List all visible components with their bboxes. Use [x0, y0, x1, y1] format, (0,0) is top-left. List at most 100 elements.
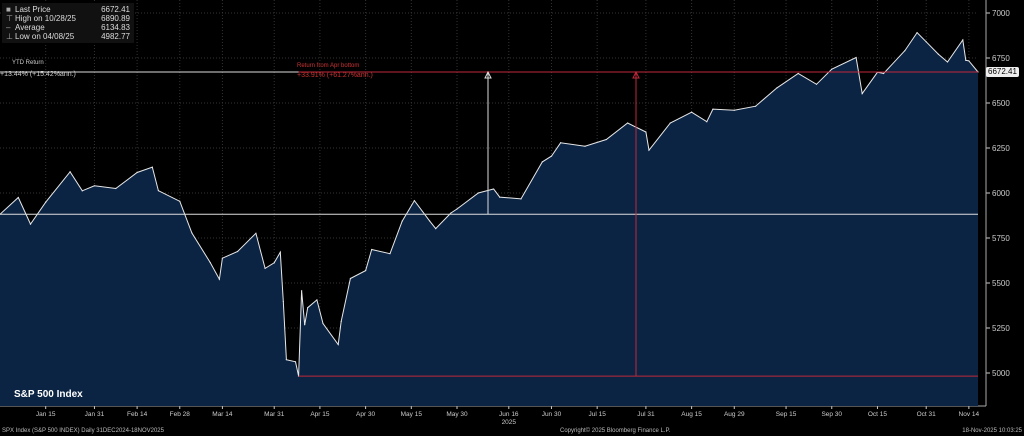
legend-low: ⊥ Low on 04/08/25 4982.77	[6, 32, 130, 41]
legend-value: 6890.89	[101, 14, 130, 23]
price-point	[733, 109, 735, 111]
ytd-label: YTD Return	[12, 60, 44, 66]
price-area	[0, 32, 978, 406]
price-point	[916, 32, 918, 34]
x-tick-label: Aug 15	[681, 411, 702, 418]
x-tick-label: Jul 31	[637, 411, 655, 418]
price-point	[307, 307, 309, 309]
legend-high: ⊤ High on 10/28/25 6890.89	[6, 14, 130, 23]
price-point	[962, 39, 964, 41]
legend-label: Average	[15, 23, 45, 32]
price-point	[541, 161, 543, 163]
price-point	[157, 190, 160, 192]
y-tick-label: 5500	[992, 279, 1010, 288]
x-tick-label: May 15	[401, 411, 423, 418]
footer-copyright: Copyright© 2025 Bloomberg Finance L.P.	[560, 428, 671, 434]
price-point	[477, 192, 479, 194]
x-tick-label: Apr 30	[356, 411, 376, 418]
x-tick-label: Jan 15	[36, 411, 56, 418]
price-point	[371, 248, 373, 251]
price-point	[237, 250, 239, 253]
footer-security: SPX Index (S&P 500 INDEX) Daily 31DEC202…	[2, 428, 164, 434]
price-point	[81, 190, 83, 192]
price-point	[946, 61, 949, 63]
ytd-return-arrow-icon	[484, 70, 492, 79]
price-point	[218, 278, 220, 280]
y-tick-label: 5000	[992, 369, 1010, 378]
y-tick-label: 7000	[992, 9, 1010, 18]
price-point	[550, 155, 553, 157]
legend-label: High on 10/28/25	[15, 14, 76, 23]
x-tick-label: Oct 31	[917, 411, 937, 418]
price-point	[413, 199, 415, 202]
index-title: S&P 500 Index	[14, 389, 83, 400]
price-point	[29, 223, 32, 225]
price-point	[304, 324, 306, 326]
price-point	[401, 220, 403, 222]
price-point	[340, 320, 342, 322]
price-point	[301, 290, 303, 292]
price-point	[337, 343, 339, 346]
price-point	[151, 166, 153, 168]
y-tick-label: 6750	[992, 54, 1010, 63]
y-tick-label: 6250	[992, 144, 1010, 153]
x-axis-year-label: 2025	[502, 419, 517, 426]
white-square-icon: ■	[6, 5, 11, 14]
bottom-return-arrow-icon	[632, 70, 640, 79]
price-point	[69, 171, 71, 173]
price-point	[322, 322, 324, 325]
price-point	[559, 142, 562, 144]
price-point	[499, 196, 501, 198]
ytd-return-annotation: YTD Return +13.44% (+15.42%ann.)	[0, 60, 76, 79]
bottom-return-label: Return from Apr bottom	[297, 63, 360, 69]
y-tick-label: 5750	[992, 234, 1010, 243]
price-point	[45, 201, 47, 203]
price-point	[450, 212, 452, 214]
legend-label: Low on 04/08/25	[15, 32, 75, 41]
x-tick-label: Mar 31	[264, 411, 285, 418]
price-point	[754, 105, 757, 107]
x-tick-label: Aug 29	[724, 411, 745, 418]
price-point	[648, 149, 650, 151]
price-point	[691, 111, 693, 113]
price-point	[882, 72, 885, 75]
x-tick-label: Jun 30	[542, 411, 562, 418]
legend-value: 6134.83	[101, 23, 130, 32]
x-tick-label: Apr 15	[310, 411, 330, 418]
price-point	[264, 267, 266, 270]
price-point	[492, 188, 495, 190]
price-point	[428, 220, 431, 222]
price-point	[937, 53, 939, 55]
last-price-tag: 6672.41	[986, 67, 1019, 77]
price-point	[855, 56, 857, 59]
price-point	[191, 232, 193, 234]
x-tick-label: Feb 28	[170, 411, 191, 418]
x-tick-label: Sep 15	[776, 411, 797, 418]
y-tick-label: 6000	[992, 189, 1010, 198]
legend-value: 4982.77	[101, 32, 130, 41]
x-tick-label: Nov 14	[959, 411, 980, 418]
price-point	[861, 93, 863, 95]
average-line-icon: –	[6, 23, 11, 32]
price-point	[115, 187, 117, 190]
price-point	[776, 87, 778, 89]
price-point	[706, 121, 708, 123]
price-point	[255, 232, 257, 234]
price-point	[285, 359, 287, 361]
ytd-value: +13.44% (+15.42%ann.)	[0, 71, 76, 78]
y-tick-label: 5250	[992, 324, 1010, 333]
x-tick-label: Jul 15	[588, 411, 606, 418]
price-point	[669, 122, 671, 124]
price-point	[349, 277, 351, 280]
price-point	[179, 200, 181, 202]
legend-last-price: ■ Last Price 6672.41	[6, 5, 130, 14]
price-point	[209, 261, 211, 264]
price-point	[316, 299, 318, 301]
y-tick-label: 6500	[992, 99, 1010, 108]
x-tick-label: Mar 14	[212, 411, 233, 418]
price-point	[520, 198, 522, 200]
bottom-return-annotation: Return from Apr bottom +33.91% (+61.27%an…	[297, 63, 373, 80]
price-point	[221, 257, 224, 259]
price-point	[645, 131, 647, 133]
